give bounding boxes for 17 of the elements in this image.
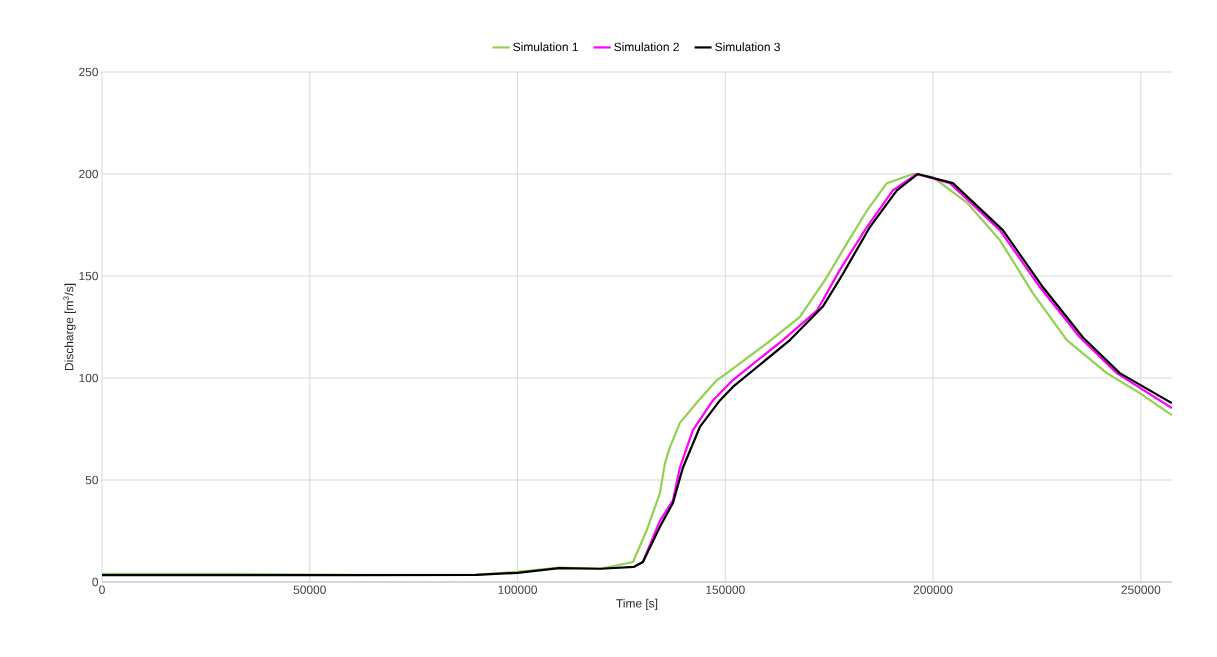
legend-label: Simulation 2	[614, 42, 679, 52]
x-axis-title: Time [s]	[616, 598, 658, 610]
x-tick-label: 200000	[913, 585, 953, 594]
x-tick-label: 0	[99, 585, 105, 594]
legend-label: Simulation 3	[715, 42, 780, 52]
y-tick-label: 50	[85, 475, 99, 485]
x-tick-label: 50000	[293, 585, 326, 594]
y-tick-label: 200	[79, 169, 99, 179]
y-axis-title: Discharge [m$^{3}$/s]	[63, 283, 76, 370]
y-tick-label: 0	[92, 577, 99, 587]
y-tick-label: 100	[79, 373, 99, 383]
x-tick-label: 250000	[1121, 585, 1161, 594]
legend-label: Simulation 1	[513, 42, 578, 52]
x-tick-label: 150000	[706, 585, 745, 594]
x-tick-label: 100000	[498, 585, 538, 594]
y-tick-label: 250	[79, 67, 99, 77]
y-tick-label: 150	[79, 271, 99, 281]
